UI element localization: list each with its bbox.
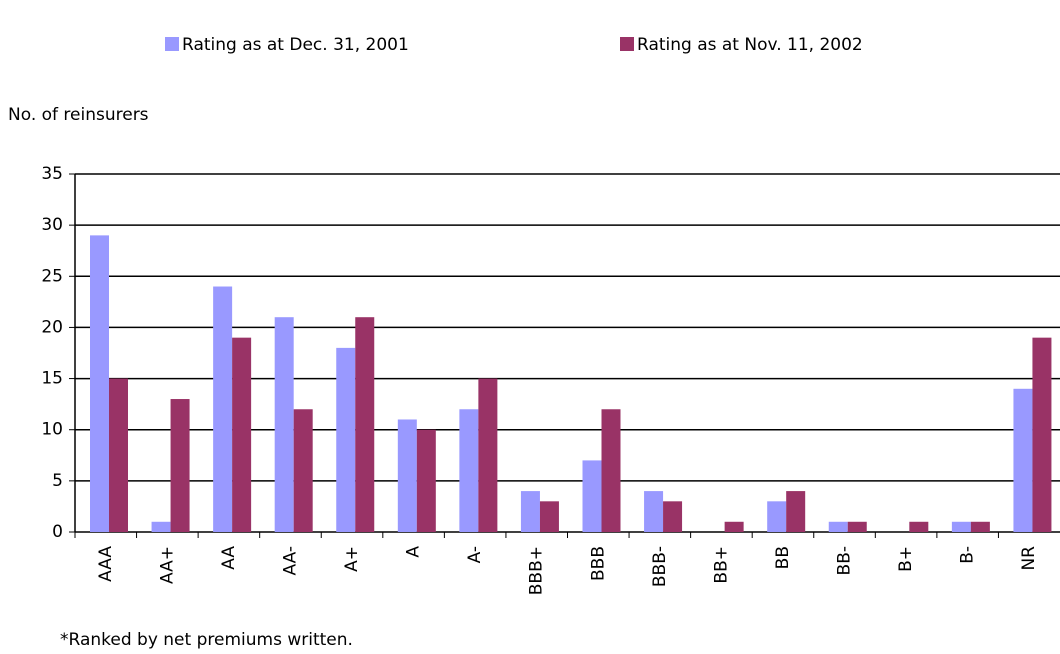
x-tick-label: A	[404, 546, 424, 558]
bar	[767, 501, 787, 532]
x-tick-label: BBB-	[650, 546, 670, 587]
bar	[170, 399, 190, 532]
bar	[232, 337, 252, 532]
y-tick-label: 15	[41, 369, 63, 389]
bar	[539, 501, 559, 532]
bar	[1032, 337, 1052, 532]
x-tick-label: B+	[896, 546, 916, 572]
x-tick-label: A-	[465, 546, 485, 563]
bar	[293, 409, 313, 532]
bar	[520, 491, 540, 532]
bar	[847, 521, 867, 532]
legend-label: Rating as at Nov. 11, 2002	[637, 35, 863, 55]
bar	[644, 491, 664, 532]
x-tick-label: AA	[219, 546, 239, 570]
bar	[786, 491, 806, 532]
bar	[909, 521, 929, 532]
bar	[151, 521, 171, 532]
bar	[951, 521, 971, 532]
legend-box	[95, 22, 1010, 66]
x-tick-label: BB-	[835, 546, 855, 575]
bar	[970, 521, 990, 532]
y-tick-label: 10	[41, 420, 63, 440]
y-tick-label: 20	[41, 317, 63, 337]
bar	[213, 286, 233, 532]
x-tick-label: BBB+	[527, 546, 547, 595]
x-tick-label: NR	[1019, 546, 1039, 571]
legend-label: Rating as at Dec. 31, 2001	[182, 35, 409, 55]
footnote: *Ranked by net premiums written.	[60, 630, 353, 650]
legend-swatch	[620, 37, 634, 51]
bar	[459, 409, 479, 532]
bar	[274, 317, 294, 532]
y-axis-label: No. of reinsurers	[8, 105, 149, 125]
y-tick-label: 35	[41, 164, 63, 184]
x-tick-label: BBB	[588, 546, 608, 581]
y-tick-label: 30	[41, 215, 63, 235]
bar	[355, 317, 375, 532]
bar	[478, 378, 498, 532]
y-tick-label: 5	[52, 471, 63, 491]
x-tick-label: B-	[958, 546, 978, 564]
bar	[397, 419, 417, 532]
y-tick-label: 25	[41, 266, 63, 286]
bar	[828, 521, 848, 532]
bar	[90, 235, 109, 532]
x-tick-label: BB	[773, 546, 793, 569]
x-tick-label: AA+	[157, 546, 177, 584]
bar	[1013, 388, 1033, 532]
x-tick-label: A+	[342, 546, 362, 572]
y-tick-label: 0	[52, 522, 63, 542]
x-tick-label: BB+	[711, 546, 731, 584]
bar	[336, 347, 356, 532]
bar	[416, 429, 436, 532]
x-tick-label: AAA	[96, 546, 116, 582]
bar	[663, 501, 683, 532]
legend-swatch	[165, 37, 179, 51]
x-tick-label: AA-	[280, 546, 300, 576]
bar	[582, 460, 602, 532]
bar	[724, 521, 744, 532]
bar	[109, 378, 128, 532]
bar	[601, 409, 621, 532]
